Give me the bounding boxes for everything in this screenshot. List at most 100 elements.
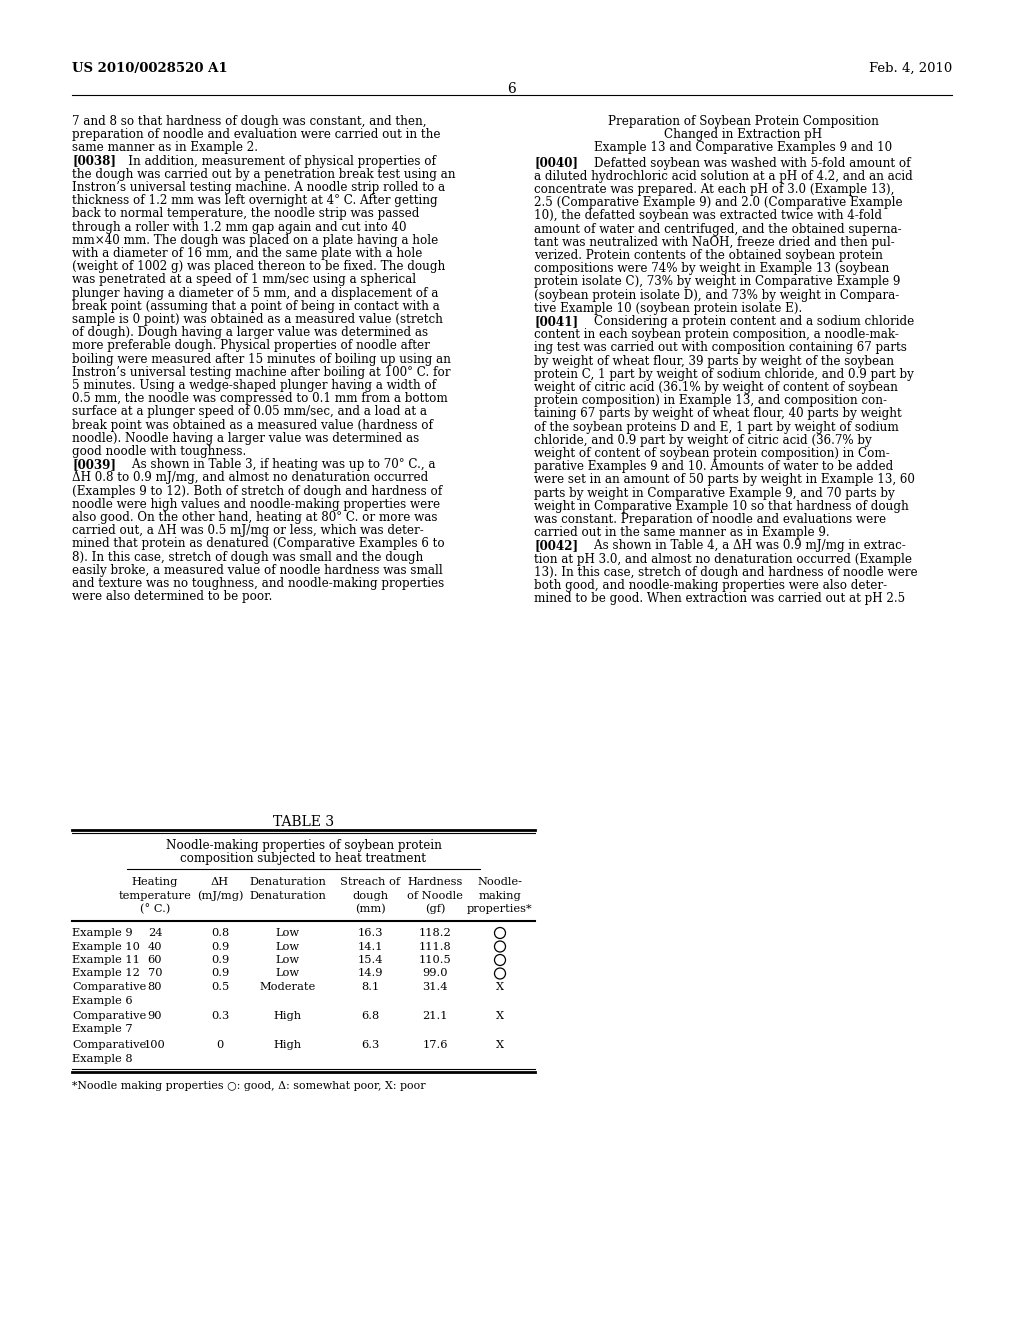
Text: Streach of: Streach of (340, 878, 400, 887)
Text: 0.3: 0.3 (211, 1011, 229, 1020)
Text: Example 13 and Comparative Examples 9 and 10: Example 13 and Comparative Examples 9 an… (594, 141, 892, 154)
Text: Instron’s universal testing machine after boiling at 100° C. for: Instron’s universal testing machine afte… (72, 366, 451, 379)
Text: mined to be good. When extraction was carried out at pH 2.5: mined to be good. When extraction was ca… (534, 593, 905, 605)
Text: 15.4: 15.4 (357, 954, 383, 965)
Text: Hardness: Hardness (408, 878, 463, 887)
Text: Noodle-: Noodle- (477, 878, 522, 887)
Text: composition subjected to heat treatment: composition subjected to heat treatment (180, 853, 427, 865)
Text: 7 and 8 so that hardness of dough was constant, and then,: 7 and 8 so that hardness of dough was co… (72, 115, 427, 128)
Text: tion at pH 3.0, and almost no denaturation occurred (Example: tion at pH 3.0, and almost no denaturati… (534, 553, 912, 565)
Text: good noodle with toughness.: good noodle with toughness. (72, 445, 246, 458)
Text: the dough was carried out by a penetration break test using an: the dough was carried out by a penetrati… (72, 168, 456, 181)
Text: was penetrated at a speed of 1 mm/sec using a spherical: was penetrated at a speed of 1 mm/sec us… (72, 273, 416, 286)
Text: 31.4: 31.4 (422, 982, 447, 993)
Text: TABLE 3: TABLE 3 (273, 814, 334, 829)
Text: Low: Low (275, 928, 300, 939)
Text: and texture was no toughness, and noodle-making properties: and texture was no toughness, and noodle… (72, 577, 444, 590)
Text: Example 8: Example 8 (72, 1053, 133, 1064)
Text: 0.9: 0.9 (211, 941, 229, 952)
Text: by weight of wheat flour, 39 parts by weight of the soybean: by weight of wheat flour, 39 parts by we… (534, 355, 894, 367)
Text: carried out, a ΔH was 0.5 mJ/mg or less, which was deter-: carried out, a ΔH was 0.5 mJ/mg or less,… (72, 524, 424, 537)
Text: 14.1: 14.1 (357, 941, 383, 952)
Text: (mm): (mm) (354, 904, 385, 915)
Text: Example 9: Example 9 (72, 928, 133, 939)
Text: Example 10: Example 10 (72, 941, 140, 952)
Text: 24: 24 (147, 928, 162, 939)
Text: thickness of 1.2 mm was left overnight at 4° C. After getting: thickness of 1.2 mm was left overnight a… (72, 194, 437, 207)
Text: 8). In this case, stretch of dough was small and the dough: 8). In this case, stretch of dough was s… (72, 550, 423, 564)
Text: chloride, and 0.9 part by weight of citric acid (36.7% by: chloride, and 0.9 part by weight of citr… (534, 434, 871, 446)
Text: mm×40 mm. The dough was placed on a plate having a hole: mm×40 mm. The dough was placed on a plat… (72, 234, 438, 247)
Text: of Noodle: of Noodle (408, 891, 463, 900)
Text: 6.8: 6.8 (360, 1011, 379, 1020)
Text: amount of water and centrifuged, and the obtained superna-: amount of water and centrifuged, and the… (534, 223, 901, 235)
Text: [0040]: [0040] (534, 157, 578, 169)
Text: weight of content of soybean protein composition) in Com-: weight of content of soybean protein com… (534, 447, 890, 459)
Text: with a diameter of 16 mm, and the same plate with a hole: with a diameter of 16 mm, and the same p… (72, 247, 422, 260)
Text: [0041]: [0041] (534, 315, 579, 327)
Text: 6.3: 6.3 (360, 1040, 379, 1049)
Text: Moderate: Moderate (260, 982, 316, 993)
Text: was constant. Preparation of noodle and evaluations were: was constant. Preparation of noodle and … (534, 513, 886, 525)
Text: 80: 80 (147, 982, 162, 993)
Text: High: High (274, 1040, 302, 1049)
Text: Low: Low (275, 941, 300, 952)
Text: 60: 60 (147, 954, 162, 965)
Text: properties*: properties* (467, 904, 532, 913)
Text: 0.5 mm, the noodle was compressed to 0.1 mm from a bottom: 0.5 mm, the noodle was compressed to 0.1… (72, 392, 447, 405)
Text: 8.1: 8.1 (360, 982, 379, 993)
Text: of dough). Dough having a larger value was determined as: of dough). Dough having a larger value w… (72, 326, 428, 339)
Text: temperature: temperature (119, 891, 191, 900)
Text: As shown in Table 3, if heating was up to 70° C., a: As shown in Table 3, if heating was up t… (117, 458, 435, 471)
Text: protein isolate C), 73% by weight in Comparative Example 9: protein isolate C), 73% by weight in Com… (534, 276, 900, 288)
Text: Example 12: Example 12 (72, 969, 140, 978)
Text: both good, and noodle-making properties were also deter-: both good, and noodle-making properties … (534, 579, 887, 591)
Text: of the soybean proteins D and E, 1 part by weight of sodium: of the soybean proteins D and E, 1 part … (534, 421, 899, 433)
Text: compositions were 74% by weight in Example 13 (soybean: compositions were 74% by weight in Examp… (534, 263, 889, 275)
Text: concentrate was prepared. At each pH of 3.0 (Example 13),: concentrate was prepared. At each pH of … (534, 183, 894, 195)
Text: 13). In this case, stretch of dough and hardness of noodle were: 13). In this case, stretch of dough and … (534, 566, 918, 578)
Text: Feb. 4, 2010: Feb. 4, 2010 (868, 62, 952, 75)
Text: Example 11: Example 11 (72, 954, 140, 965)
Text: same manner as in Example 2.: same manner as in Example 2. (72, 141, 258, 154)
Text: Changed in Extraction pH: Changed in Extraction pH (664, 128, 822, 141)
Text: 111.8: 111.8 (419, 941, 452, 952)
Text: [0038]: [0038] (72, 154, 116, 168)
Text: Heating: Heating (132, 878, 178, 887)
Text: X: X (496, 1040, 504, 1049)
Text: 0.9: 0.9 (211, 969, 229, 978)
Text: boiling were measured after 15 minutes of boiling up using an: boiling were measured after 15 minutes o… (72, 352, 451, 366)
Text: Comparative: Comparative (72, 1040, 146, 1049)
Text: 40: 40 (147, 941, 162, 952)
Text: ing test was carried out with composition containing 67 parts: ing test was carried out with compositio… (534, 342, 907, 354)
Text: Low: Low (275, 954, 300, 965)
Text: tive Example 10 (soybean protein isolate E).: tive Example 10 (soybean protein isolate… (534, 302, 802, 314)
Text: X: X (496, 1011, 504, 1020)
Text: noodle). Noodle having a larger value was determined as: noodle). Noodle having a larger value wa… (72, 432, 419, 445)
Text: Denaturation: Denaturation (250, 891, 327, 900)
Text: 0.8: 0.8 (211, 928, 229, 939)
Text: tant was neutralized with NaOH, freeze dried and then pul-: tant was neutralized with NaOH, freeze d… (534, 236, 895, 248)
Text: protein composition) in Example 13, and composition con-: protein composition) in Example 13, and … (534, 395, 887, 407)
Text: 70: 70 (147, 969, 162, 978)
Text: making: making (478, 891, 521, 900)
Text: 0.9: 0.9 (211, 954, 229, 965)
Text: 14.9: 14.9 (357, 969, 383, 978)
Text: 99.0: 99.0 (422, 969, 447, 978)
Text: Low: Low (275, 969, 300, 978)
Text: Denaturation: Denaturation (250, 878, 327, 887)
Text: weight in Comparative Example 10 so that hardness of dough: weight in Comparative Example 10 so that… (534, 500, 908, 512)
Text: 110.5: 110.5 (419, 954, 452, 965)
Text: through a roller with 1.2 mm gap again and cut into 40: through a roller with 1.2 mm gap again a… (72, 220, 407, 234)
Text: 2.5 (Comparative Example 9) and 2.0 (Comparative Example: 2.5 (Comparative Example 9) and 2.0 (Com… (534, 197, 902, 209)
Text: High: High (274, 1011, 302, 1020)
Text: *Noodle making properties ○: good, Δ: somewhat poor, X: poor: *Noodle making properties ○: good, Δ: so… (72, 1081, 426, 1092)
Text: Instron’s universal testing machine. A noodle strip rolled to a: Instron’s universal testing machine. A n… (72, 181, 445, 194)
Text: (Examples 9 to 12). Both of stretch of dough and hardness of: (Examples 9 to 12). Both of stretch of d… (72, 484, 442, 498)
Text: a diluted hydrochloric acid solution at a pH of 4.2, and an acid: a diluted hydrochloric acid solution at … (534, 170, 912, 182)
Text: Comparative: Comparative (72, 982, 146, 993)
Text: mined that protein as denatured (Comparative Examples 6 to: mined that protein as denatured (Compara… (72, 537, 444, 550)
Text: 0: 0 (216, 1040, 223, 1049)
Text: noodle were high values and noodle-making properties were: noodle were high values and noodle-makin… (72, 498, 440, 511)
Text: carried out in the same manner as in Example 9.: carried out in the same manner as in Exa… (534, 527, 829, 539)
